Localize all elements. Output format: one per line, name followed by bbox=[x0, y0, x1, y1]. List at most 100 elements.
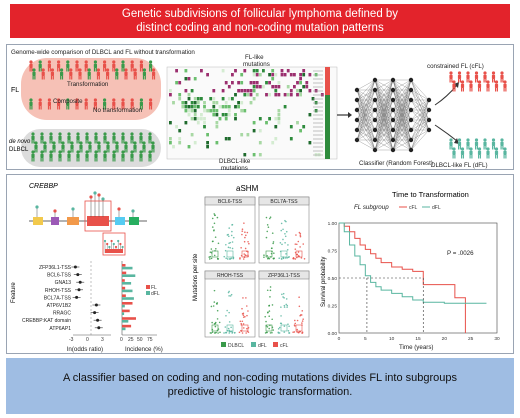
person-icon bbox=[503, 80, 507, 92]
arrow-to-dfl bbox=[434, 124, 458, 142]
ashm-panel: ZFP36L1-TSS bbox=[258, 270, 310, 338]
forest-plot bbox=[71, 261, 111, 336]
classifier-label: Classifier (Random Forest) bbox=[359, 160, 433, 167]
title-line-2: distinct coding and non-coding mutation … bbox=[136, 22, 384, 34]
km-xtick: 30 bbox=[494, 336, 500, 342]
km-ylabel: Survival probability bbox=[321, 257, 327, 307]
km-legend-title: FL subgroup bbox=[354, 204, 389, 211]
person-icon bbox=[494, 80, 499, 92]
crebbp-gene-label: CREBBP bbox=[29, 183, 58, 190]
legend-dfl-text: dFL bbox=[151, 291, 160, 297]
denovo-label-2: DLBCL bbox=[9, 147, 29, 153]
top-panel-caption: Genome-wide comparison of DLBCL and FL w… bbox=[11, 49, 195, 56]
forest-feature-label: ATP6AP1 bbox=[49, 326, 71, 332]
km-xtick: 5 bbox=[364, 336, 367, 342]
km-xtick: 10 bbox=[389, 336, 395, 342]
km-curve-dfl bbox=[339, 222, 487, 304]
arrow-dfl-head-icon bbox=[454, 138, 459, 144]
forest-feature-label: RRAGC bbox=[53, 311, 71, 317]
incidence-bar-plot bbox=[121, 261, 157, 336]
km-pvalue: P = .0026 bbox=[447, 250, 474, 257]
fl-like-label-1: FL-like bbox=[245, 54, 264, 61]
neural-network-icon bbox=[354, 77, 432, 153]
person-icon bbox=[457, 138, 462, 150]
forest-point bbox=[96, 318, 100, 322]
person-icon bbox=[449, 138, 453, 150]
km-xlabel: Time (years) bbox=[399, 344, 434, 351]
person-icon bbox=[474, 138, 479, 150]
person-icon bbox=[500, 138, 504, 150]
cfl-label: constrained FL (cFL) bbox=[427, 63, 484, 70]
ashm-panel-title: BCL6-TSS bbox=[218, 199, 243, 205]
incidence-bar-dfl bbox=[122, 282, 132, 285]
gene-label-ticks bbox=[313, 70, 323, 156]
km-survival-plot bbox=[338, 222, 498, 334]
ashm-legend-cfl: cFL bbox=[280, 343, 289, 349]
arrow-head-icon bbox=[348, 112, 352, 118]
person-icon bbox=[491, 138, 496, 150]
dlbcl-like-label-1: DLBCL-like bbox=[219, 158, 251, 165]
odds-tick-3: 3 bbox=[101, 337, 104, 343]
feature-axis-label: Feature bbox=[11, 282, 17, 303]
forest-point bbox=[75, 295, 79, 299]
incidence-bar-fl bbox=[122, 317, 136, 320]
ashm-panel-title: BCL7A-TSS bbox=[270, 199, 298, 205]
conclusion-line-1: A classifier based on coding and non-cod… bbox=[62, 372, 457, 384]
person-icon bbox=[457, 71, 462, 83]
ashm-panel: BCL7A-TSS bbox=[258, 196, 310, 264]
conclusion-line-2: predictive of histologic transformation. bbox=[167, 386, 353, 398]
transformation-label: Transformation bbox=[67, 81, 109, 88]
cfl-patient-icons bbox=[449, 71, 507, 92]
person-icon bbox=[486, 80, 490, 92]
legend-fl-text: FL bbox=[151, 285, 157, 291]
incidence-tick-50: 50 bbox=[137, 337, 143, 343]
incidence-tick-75: 75 bbox=[147, 337, 153, 343]
mutation-heatmap bbox=[166, 66, 338, 160]
denovo-label-1: de novo bbox=[9, 139, 31, 145]
results-panel: CREBBP Feature ZFP36L1-TSS BCL6-TSS GNA13 R… bbox=[6, 174, 514, 354]
km-ytick: 1.00 bbox=[328, 221, 338, 227]
incidence-bar-fl bbox=[122, 264, 126, 267]
km-xtick: 20 bbox=[442, 336, 448, 342]
incidence-bar-dfl bbox=[122, 327, 126, 331]
forest-feature-label: GNA13 bbox=[55, 280, 72, 286]
ashm-panel: RHOH-TSS bbox=[204, 270, 256, 338]
forest-feature-label: CREBBP:KAT domain bbox=[22, 318, 71, 324]
results-figure: CREBBP Feature ZFP36L1-TSSBCL6-TSSGNA13R… bbox=[11, 183, 500, 353]
dlbcl-like-label-2: mutations bbox=[221, 165, 248, 171]
person-icon bbox=[469, 80, 473, 92]
person-icon bbox=[466, 138, 470, 150]
incidence-bar-fl bbox=[122, 302, 133, 305]
person-icon bbox=[460, 80, 465, 92]
km-xtick: 15 bbox=[415, 336, 421, 342]
incidence-bar-dfl bbox=[122, 266, 133, 270]
km-ytick: 0.75 bbox=[328, 249, 338, 255]
person-icon bbox=[452, 147, 456, 159]
incidence-bar-dfl bbox=[122, 312, 125, 315]
person-icon bbox=[469, 147, 473, 159]
incidence-bar-dfl bbox=[122, 289, 133, 293]
incidence-bar-dfl bbox=[122, 274, 136, 277]
ashm-legend-dlbcl: DLBCL bbox=[228, 343, 244, 349]
forest-point bbox=[94, 303, 98, 307]
title-line-1: Genetic subdivisions of follicular lymph… bbox=[121, 8, 399, 20]
person-icon bbox=[486, 147, 490, 159]
ashm-title: aSHM bbox=[236, 184, 259, 193]
person-icon bbox=[483, 71, 487, 83]
crebbp-gene-schematic bbox=[29, 191, 147, 256]
incidence-bar-fl bbox=[122, 324, 132, 328]
person-icon bbox=[466, 71, 470, 83]
person-icon bbox=[494, 147, 499, 159]
forest-point bbox=[93, 311, 97, 315]
km-ytick: 0.50 bbox=[328, 276, 338, 282]
forest-feature-label: BCL6-TSS bbox=[47, 273, 72, 279]
forest-point bbox=[97, 326, 101, 330]
incidence-bar-fl bbox=[122, 279, 125, 282]
km-xtick: 25 bbox=[468, 336, 474, 342]
arrow-to-cfl bbox=[434, 84, 458, 106]
dfl-label: DLBCL-like FL (dFL) bbox=[431, 162, 488, 169]
person-icon bbox=[503, 147, 507, 159]
incidence-bar-fl bbox=[122, 309, 130, 313]
ashm-panel-title: ZFP36L1-TSS bbox=[268, 273, 301, 279]
km-legend-cfl: cFL bbox=[409, 205, 418, 211]
